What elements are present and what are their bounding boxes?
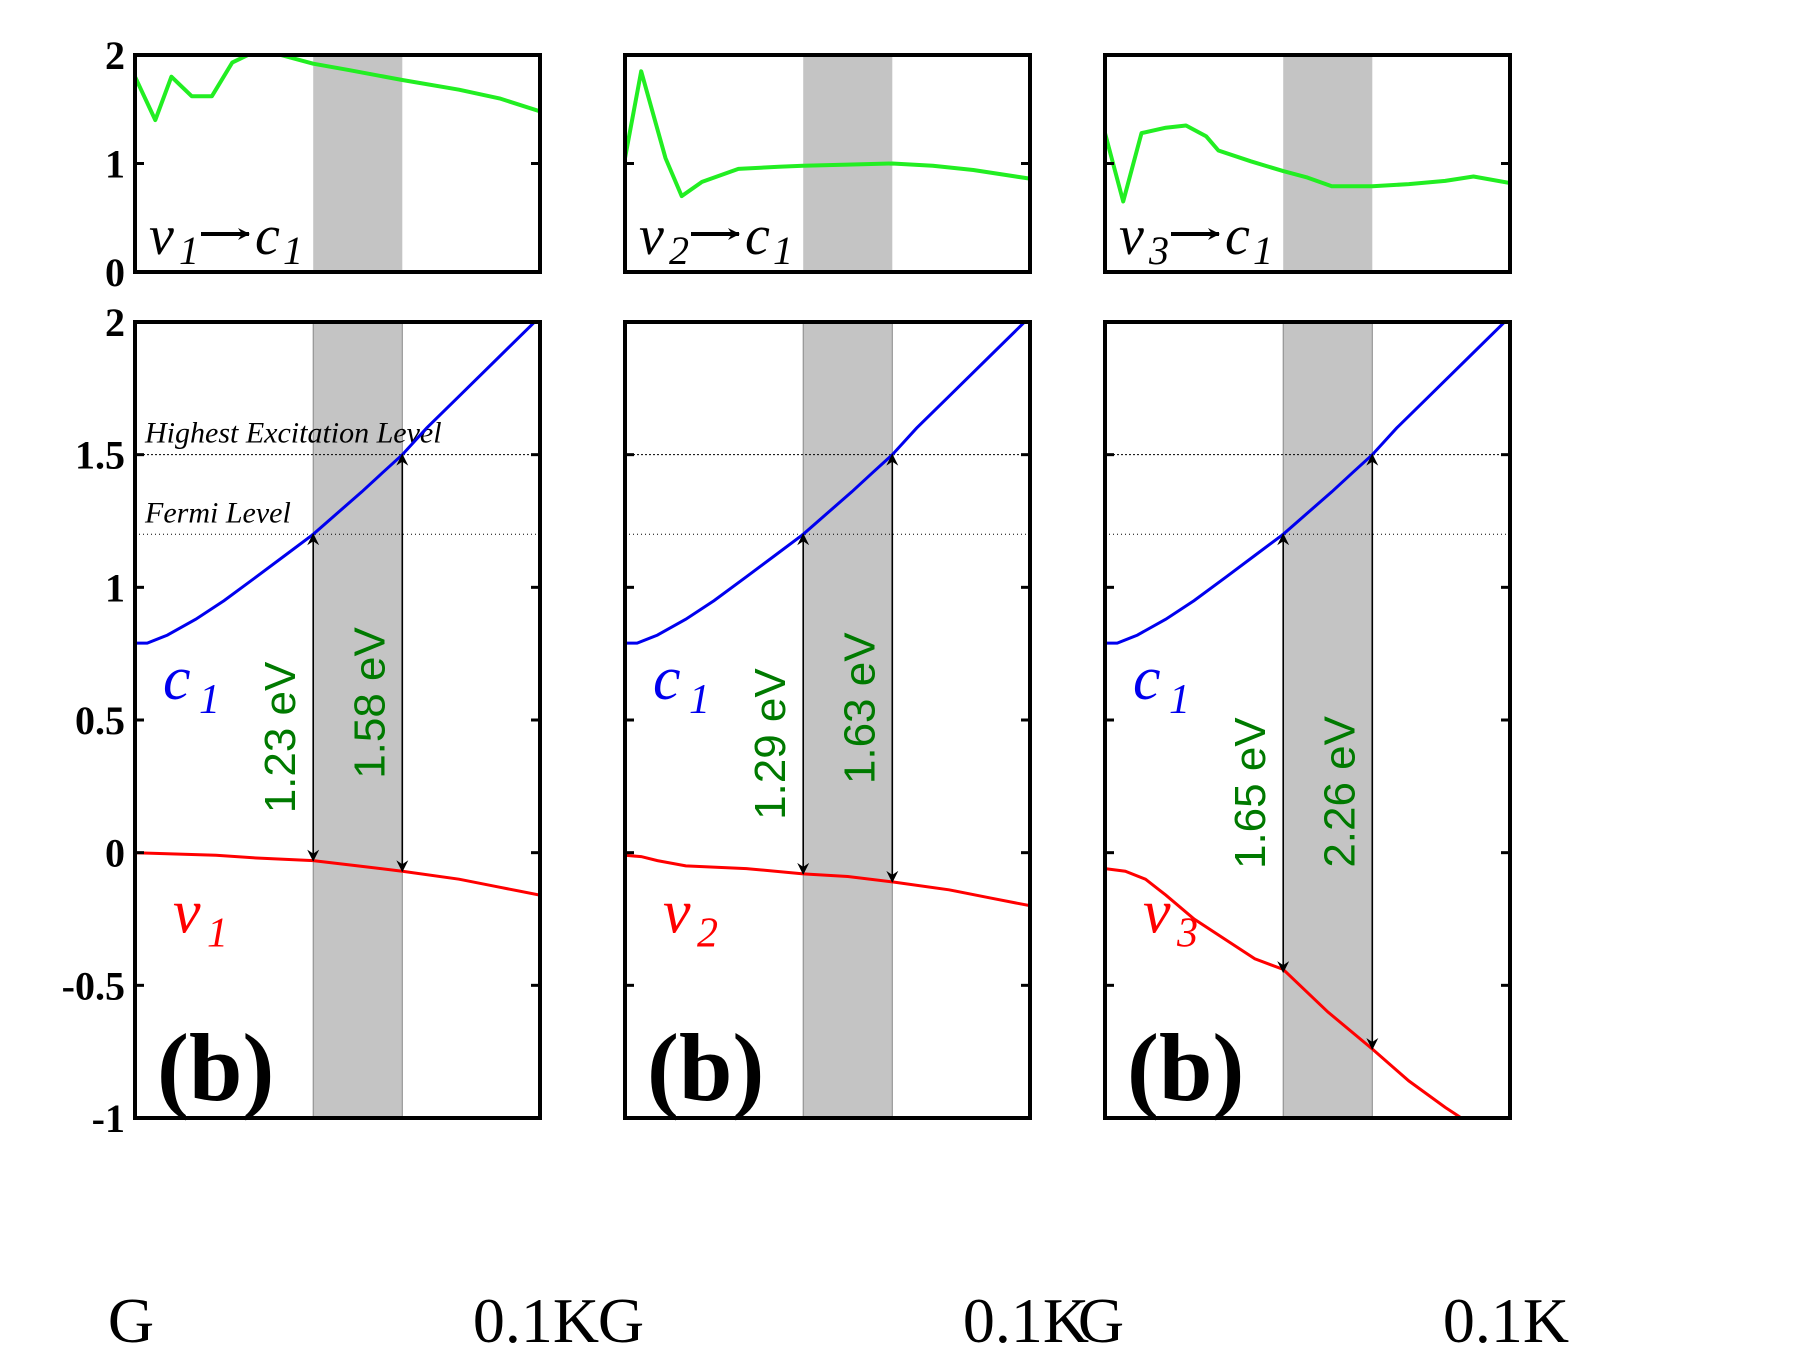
energy-gap-label: 2.26 eV [1315, 715, 1364, 867]
panel-tag: (b) [157, 1014, 274, 1121]
transition-label-c-sub: 1 [283, 228, 303, 273]
valence-band-line [1105, 867, 1463, 1118]
transition-label-c-sub: 1 [773, 228, 793, 273]
transition-strength-line [1105, 123, 1510, 204]
panel-tag: (b) [647, 1014, 764, 1121]
x-label-start: G [108, 1285, 154, 1350]
x-label-start: G [1078, 1285, 1124, 1350]
valence-band-label: v [663, 878, 691, 946]
valence-band-label-sub: 2 [697, 910, 718, 956]
bottom-y-tick-label: 1 [105, 565, 125, 610]
conduction-band-line [135, 322, 537, 645]
transition-label-v-sub: 3 [1148, 228, 1169, 273]
energy-gap-label: 1.58 eV [345, 626, 394, 778]
conduction-band-label: c [653, 645, 681, 713]
shaded-region [313, 55, 403, 272]
x-label-end: 0.1K [1443, 1285, 1569, 1350]
transition-label-c-sub: 1 [1253, 228, 1273, 273]
bottom-y-tick-label: 1.5 [75, 433, 125, 478]
conduction-band-label: c [163, 645, 191, 713]
transition-label-v: v [149, 205, 174, 267]
transition-label-v-sub: 1 [179, 228, 199, 273]
bottom-y-tick-label: 0 [105, 831, 125, 876]
excitation-level-label: Highest Excitation Level [144, 417, 442, 450]
valence-band-label-sub: 1 [207, 910, 228, 956]
energy-gap-label: 1.65 eV [1226, 717, 1275, 869]
valence-band-label: v [173, 878, 201, 946]
bottom-y-tick-label: -0.5 [62, 963, 125, 1008]
band-panel: 1.29 eV 1.63 eV c 1 v 2 (b) [623, 320, 1032, 1121]
transition-strength-line [135, 55, 540, 123]
bottom-y-tick-label: -1 [92, 1096, 125, 1141]
transition-label-c: c [255, 205, 280, 267]
panel-tag: (b) [1127, 1014, 1244, 1121]
transition-strength-line [625, 69, 1030, 199]
x-label-start: G [598, 1285, 644, 1350]
conduction-band-label-sub: 1 [1169, 677, 1190, 723]
top-y-tick-label: 1 [105, 142, 125, 187]
band-panel: Highest Excitation Level Fermi Level 1.23 … [62, 300, 542, 1141]
top-y-tick-label: 2 [105, 33, 125, 78]
energy-gap-label: 1.63 eV [835, 632, 884, 784]
bottom-y-tick-label: 0.5 [75, 698, 125, 743]
panel-3: v 3 c 11.65 eV 2.26 eVc 1v 3(b)G 0.1K [1078, 53, 1569, 1350]
energy-gap-label: 1.29 eV [746, 668, 795, 820]
band-panel: 1.65 eV 2.26 eV c 1 v 3 (b) [1103, 320, 1512, 1121]
shaded-region [1283, 55, 1373, 272]
transition-label-c: c [1225, 205, 1250, 267]
conduction-band-line [1105, 322, 1507, 645]
transition-label-c: c [745, 205, 770, 267]
valence-band-line [135, 851, 540, 897]
conduction-band-line [625, 322, 1027, 645]
fermi-level-label: Fermi Level [144, 496, 291, 529]
transition-label-v: v [1119, 205, 1144, 267]
valence-band-label-sub: 3 [1176, 910, 1198, 956]
x-label-end: 0.1K [473, 1285, 599, 1350]
panel-2: v 2 c 11.29 eV 1.63 eVc 1v 2(b)G 0.1K [598, 53, 1089, 1350]
energy-gap-label: 1.23 eV [256, 661, 305, 813]
x-label-end: 0.1K [963, 1285, 1089, 1350]
bottom-y-tick-label: 2 [105, 300, 125, 345]
transition-label-v-sub: 2 [669, 228, 689, 273]
transition-label-v: v [639, 205, 664, 267]
conduction-band-label-sub: 1 [689, 677, 710, 723]
conduction-band-label: c [1133, 645, 1161, 713]
conduction-band-label-sub: 1 [199, 677, 220, 723]
valence-band-label: v [1143, 878, 1171, 946]
top-y-tick-label: 0 [105, 250, 125, 295]
